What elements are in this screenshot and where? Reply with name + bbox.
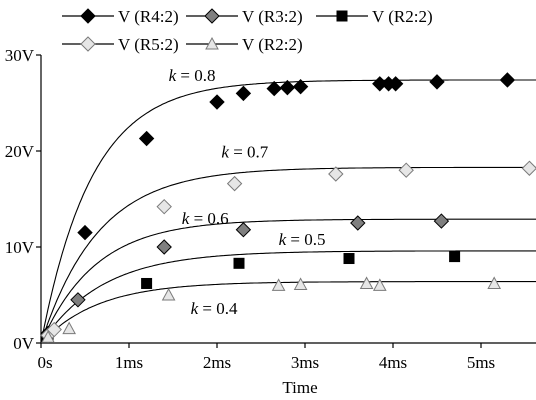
point-s1-11 <box>387 76 404 92</box>
legend-label: V (R3:2) <box>242 7 303 26</box>
curve-annotations: k = 0.8 k = 0.7 k = 0.6 k = 0.5 k = 0.4 <box>169 66 326 318</box>
y-ticks: 0V 10V 20V 30V <box>5 46 41 353</box>
legend-marker <box>205 36 219 50</box>
point-s1-13 <box>499 72 516 88</box>
y-tick-label: 30V <box>5 46 35 65</box>
legend-item-5: V (R2:2) <box>186 35 303 54</box>
series-line-3 <box>40 250 536 344</box>
legend-item-3: V (R2:2) <box>316 7 433 26</box>
x-tick-label: 2ms <box>203 353 231 372</box>
point-s5-8 <box>487 276 502 289</box>
point-s5-1 <box>41 330 55 343</box>
series-markers <box>40 72 536 344</box>
x-axis-label: Time <box>282 378 317 397</box>
x-tick-label: 4ms <box>379 353 407 372</box>
legend-marker <box>204 8 220 24</box>
point-s3-5 <box>449 251 461 263</box>
point-s2-4 <box>235 222 252 238</box>
y-tick-label: 10V <box>5 238 35 257</box>
legend-item-4: V (R5:2) <box>62 35 179 54</box>
x-tick-label: 5ms <box>467 353 495 372</box>
legend: V (R4:2) V (R3:2) V (R2:2) V (R5:2) V (R2:2) <box>62 7 433 54</box>
point-s4-6 <box>398 162 414 178</box>
point-s1-7 <box>279 79 296 96</box>
annotation-3: k = 0.6 <box>182 209 229 228</box>
point-s5-6 <box>359 276 374 289</box>
annotation-5: k = 0.4 <box>191 299 238 318</box>
point-s1-3 <box>138 130 155 147</box>
point-s4-2 <box>46 321 62 338</box>
legend-item-1: V (R4:2) <box>62 7 179 26</box>
point-s2-5 <box>350 215 366 231</box>
point-s1-8 <box>292 78 309 95</box>
point-s1-6 <box>266 80 282 97</box>
legend-marker <box>336 10 348 22</box>
legend-label: V (R5:2) <box>118 35 179 54</box>
series-line-5 <box>40 281 536 344</box>
annotation-2: k = 0.7 <box>221 143 268 162</box>
axes <box>40 55 536 344</box>
point-s1-4 <box>209 94 225 110</box>
annotation-1: k = 0.8 <box>169 66 216 85</box>
legend-label: V (R4:2) <box>118 7 179 26</box>
annotation-4: k = 0.5 <box>279 230 326 249</box>
y-tick-label: 0V <box>13 334 35 353</box>
x-tick-label: 1ms <box>115 353 143 372</box>
point-s3-3 <box>233 257 245 269</box>
x-ticks: 0s 1ms 2ms 3ms 4ms 5ms <box>37 343 495 372</box>
legend-marker <box>80 8 96 24</box>
point-s1-2 <box>77 224 93 241</box>
point-s2-3 <box>156 239 172 255</box>
y-tick-label: 20V <box>5 142 35 161</box>
legend-item-2: V (R3:2) <box>186 7 303 26</box>
point-s4-5 <box>328 166 344 182</box>
point-s5-5 <box>293 277 308 290</box>
point-s4-3 <box>156 198 172 215</box>
x-tick-label: 0s <box>37 353 52 372</box>
point-s1-5 <box>235 85 252 102</box>
point-s3-2 <box>141 277 153 289</box>
point-s5-2 <box>62 321 77 335</box>
point-s2-6 <box>433 213 450 229</box>
point-s5-4 <box>271 278 286 291</box>
series-lines <box>40 79 536 344</box>
legend-label: V (R2:2) <box>372 7 433 26</box>
point-s5-3 <box>161 287 176 301</box>
series-line-2 <box>40 218 536 344</box>
point-s3-4 <box>343 253 355 265</box>
point-s4-4 <box>226 175 243 192</box>
point-s4-7 <box>521 160 536 176</box>
x-tick-label: 3ms <box>291 353 319 372</box>
point-s5-7 <box>372 278 387 291</box>
legend-marker <box>80 36 96 52</box>
series-line-1 <box>40 79 536 344</box>
legend-label: V (R2:2) <box>242 35 303 54</box>
point-s1-12 <box>429 74 445 90</box>
series-line-4 <box>40 166 536 344</box>
point-s2-2 <box>70 292 86 308</box>
